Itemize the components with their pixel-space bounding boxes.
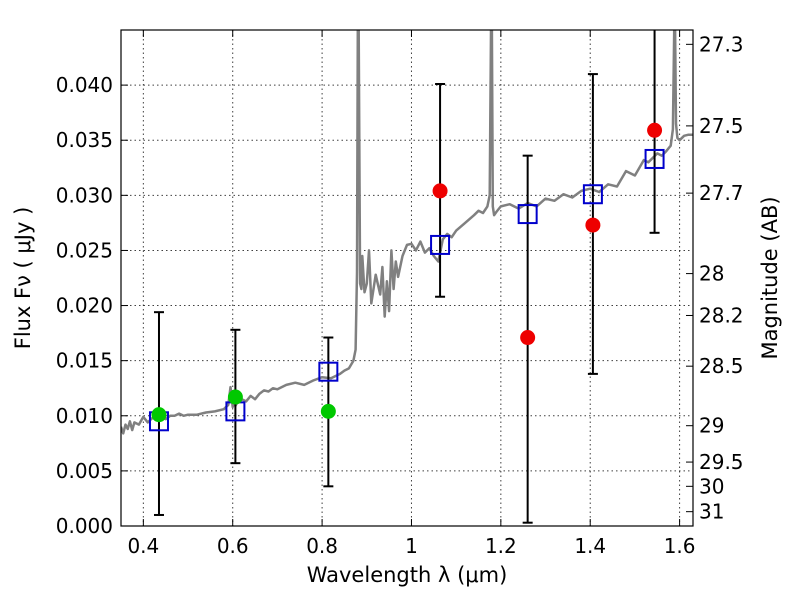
y-tick-label: 0.030	[56, 183, 113, 207]
model-spectrum	[121, 30, 693, 435]
y-tick-labels: 0.000 0.005 0.010 0.015 0.020 0.025 0.030 0.035…	[56, 73, 113, 538]
axis-ticks	[121, 30, 693, 527]
right-tick-label: 27.3	[699, 32, 744, 56]
y-tick-label: 0.005	[56, 459, 113, 483]
x-tick-labels: 0.4 0.6 0.8 1 1.2 1.4 1.6	[127, 534, 695, 558]
right-tick-label: 28	[699, 262, 724, 286]
y-tick-label: 0.040	[56, 73, 113, 97]
x-tick-label: 1.4	[574, 534, 606, 558]
observed-point-optical	[227, 389, 243, 405]
observed-point-infrared	[585, 217, 601, 233]
plot-frame	[120, 29, 694, 527]
y-tick-label: 0.010	[56, 404, 113, 428]
y-tick-label: 0.015	[56, 349, 113, 373]
x-tick-label: 1	[405, 534, 418, 558]
right-tick-label: 28.5	[699, 354, 744, 378]
model-photometry-squares	[148, 148, 665, 432]
model-point-square	[644, 148, 665, 169]
x-tick-label: 0.8	[306, 534, 338, 558]
spectrum-line	[121, 30, 693, 435]
right-tick-label: 29	[699, 414, 724, 438]
right-tick-label: 29.5	[699, 450, 744, 474]
model-point-square	[318, 361, 339, 382]
observed-point-infrared	[520, 330, 536, 346]
model-point-square	[582, 184, 603, 205]
right-tick-label: 31	[699, 500, 724, 524]
y-tick-label: 0.035	[56, 128, 113, 152]
x-tick-label: 1.6	[664, 534, 696, 558]
observed-point-infrared	[647, 122, 663, 138]
model-point-square	[430, 234, 451, 255]
right-tick-label: 27.7	[699, 181, 744, 205]
right-tick-label: 28.2	[699, 303, 744, 327]
grid-lines	[121, 30, 693, 527]
error-bars	[153, 30, 660, 524]
observed-point-optical	[151, 407, 167, 423]
observed-point-infrared	[432, 183, 448, 199]
model-point-square	[517, 204, 538, 225]
x-axis-title: Wavelength λ (μm)	[307, 563, 508, 587]
x-tick-label: 0.6	[217, 534, 249, 558]
observed-point-optical	[320, 403, 336, 419]
y-tick-label: 0.020	[56, 294, 113, 318]
y-axis-title: Flux Fν ( μJy )	[11, 207, 35, 350]
observed-points	[151, 122, 663, 423]
y-tick-label: 0.000	[56, 514, 113, 538]
x-tick-label: 0.4	[127, 534, 159, 558]
right-tick-label: 30	[699, 474, 724, 498]
right-axis-title: Magnitude (AB)	[758, 196, 782, 359]
y-tick-label: 0.025	[56, 238, 113, 262]
x-tick-label: 1.2	[485, 534, 517, 558]
right-tick-label: 27.5	[699, 114, 744, 138]
